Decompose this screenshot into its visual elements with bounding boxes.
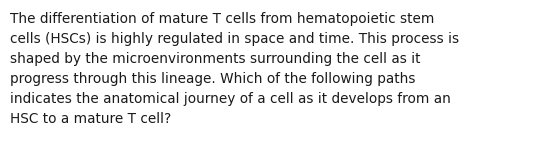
Text: The differentiation of mature T cells from hematopoietic stem
cells (HSCs) is hi: The differentiation of mature T cells fr… [10,12,459,126]
